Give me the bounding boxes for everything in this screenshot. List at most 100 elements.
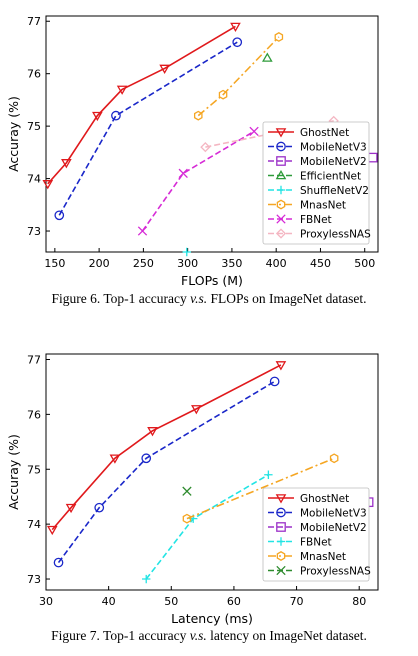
- fig7-legend-label-mnasnet: MnasNet: [300, 551, 346, 563]
- fig6-point-mobilenetv3: [54, 210, 65, 221]
- fig6-x-axis-label: FLOPs (M): [181, 273, 243, 288]
- fig7-legend-marker-mnasnet: [276, 551, 286, 561]
- fig7-y-axis-label: Accuray (%): [6, 434, 21, 510]
- fig7-series-fbnet: [142, 470, 273, 584]
- fig6-x-tick-label: 450: [310, 257, 331, 270]
- fig6-y-axis-label: Accuray (%): [6, 96, 21, 172]
- fig6-legend-label-mobilenetv3: MobileNetV3: [300, 142, 367, 154]
- fig7-point-ghostnet: [147, 427, 158, 437]
- fig6-legend-label-fbnet: FBNet: [300, 214, 332, 226]
- fig6-point-mobilenetv2: [367, 152, 378, 163]
- fig7-legend-marker-ghostnet: [275, 494, 287, 504]
- fig7-x-axis-label: Latency (ms): [171, 611, 253, 626]
- fig6-x-tick-label: 150: [44, 257, 65, 270]
- fig7-point-mnasnet: [182, 513, 192, 524]
- fig7-legend-label-mobilenetv2: MobileNetV2: [300, 522, 367, 534]
- figure-6-chart: 150 200 250 300 350 400 450 500 73 74 75 76 77 FLOPs …: [6, 15, 379, 288]
- fig6-point-ghostnet: [92, 111, 103, 122]
- fig7-legend-marker-mobilenetv2: [276, 522, 286, 532]
- fig6-point-shufflenetv2: [182, 247, 191, 257]
- fig6-legend-marker-ghostnet: [275, 128, 287, 138]
- fig6-x-tick-label: 500: [354, 257, 375, 270]
- fig7-series-mobilenetv3: [53, 376, 280, 568]
- fig7-y-tick-label: 74: [27, 518, 41, 531]
- fig7-line-fbnet: [145, 474, 269, 580]
- fig7-y-tick-label: 77: [27, 353, 41, 366]
- fig7-x-tick-label: 50: [164, 595, 178, 608]
- fig6-series-mobilenetv2: [367, 152, 378, 163]
- fig7-x-tick-label: 80: [352, 595, 366, 608]
- fig6-line-fbnet: [141, 130, 255, 232]
- fig6-point-proxylessnas: [200, 141, 211, 153]
- fig7-point-fbnet: [142, 574, 151, 584]
- fig7-legend: GhostNet MobileNetV3 MobileNetV2 FBNet MnasN…: [262, 487, 371, 582]
- fig7-legend-label-mobilenetv3: MobileNetV3: [300, 508, 367, 520]
- fig7-point-ghostnet: [191, 405, 202, 415]
- fig6-point-fbnet: [178, 168, 188, 178]
- fig6-y-tick-label: 74: [27, 173, 41, 186]
- fig7-point-mobilenetv3: [94, 502, 105, 513]
- fig6-x-tick-label: 250: [133, 257, 154, 270]
- fig6-line-ghostnet: [47, 25, 236, 185]
- fig7-point-mobilenetv3: [141, 453, 152, 464]
- fig6-legend-label-proxylessnas: ProxylessNAS: [300, 229, 371, 241]
- fig6-series-fbnet: [137, 126, 259, 236]
- fig7-y-tick-label: 76: [27, 408, 41, 421]
- fig7-x-tick-label: 70: [290, 595, 304, 608]
- fig7-y-tick-label: 75: [27, 463, 41, 476]
- figure-7-caption: Figure 7. Top-1 accuracy v.s. latency on…: [51, 628, 367, 643]
- fig6-legend-marker-shufflenetv2: [276, 185, 286, 195]
- fig6-point-efficientnet: [262, 52, 273, 62]
- fig6-point-fbnet: [249, 126, 259, 137]
- fig6-legend-marker-mobilenetv3: [276, 141, 286, 152]
- figure-6-caption: Figure 6. Top-1 accuracy v.s. FLOPs on I…: [51, 291, 367, 306]
- fig6-point-ghostnet: [230, 22, 241, 32]
- fig6-point-mnasnet: [274, 32, 284, 42]
- fig7-line-mnasnet: [186, 457, 335, 520]
- fig6-legend: GhostNet MobileNetV3 MobileNetV2 EfficientN…: [262, 121, 371, 245]
- fig6-legend-marker-efficientnet: [275, 169, 287, 180]
- fig7-point-mobilenetv3: [53, 557, 64, 568]
- fig7-legend-marker-mobilenetv3: [276, 507, 286, 518]
- fig6-series-shufflenetv2: [182, 247, 191, 257]
- fig6-point-mobilenetv3: [232, 37, 243, 48]
- fig6-point-mobilenetv3: [111, 110, 121, 121]
- fig6-point-fbnet: [137, 226, 148, 236]
- fig6-legend-marker-fbnet: [276, 214, 286, 224]
- fig6-plot-frame: [45, 15, 379, 253]
- fig6-legend-label-mobilenetv2: MobileNetV2: [300, 156, 367, 168]
- fig6-x-tick-label: 300: [177, 257, 198, 270]
- fig7-line-mobilenetv3: [57, 380, 276, 564]
- fig6-point-ghostnet: [42, 180, 54, 190]
- fig7-point-fbnet: [264, 470, 273, 479]
- fig7-point-mobilenetv3: [269, 376, 280, 387]
- fig6-point-ghostnet: [116, 85, 128, 95]
- fig6-point-ghostnet: [159, 64, 170, 74]
- fig6-legend-box: [262, 121, 370, 245]
- fig6-y-tick-label: 75: [27, 120, 41, 133]
- fig7-x-tick-label: 30: [39, 595, 53, 608]
- fig6-x-tick-label: 200: [89, 257, 110, 270]
- fig7-point-ghostnet: [65, 503, 77, 514]
- fig7-series-proxylessnas: [182, 486, 192, 496]
- fig7-x-tick-label: 60: [227, 595, 241, 608]
- fig6-y-tick-label: 76: [27, 68, 41, 81]
- fig7-legend-box: [262, 487, 370, 582]
- fig6-legend-marker-proxylessnas: [275, 228, 287, 239]
- fig7-series-mnasnet: [182, 453, 339, 524]
- fig6-legend-marker-mnasnet: [276, 199, 286, 210]
- fig7-point-proxylessnas: [182, 486, 192, 496]
- fig7-point-ghostnet: [46, 525, 58, 536]
- fig6-y-tick-label: 73: [27, 225, 41, 238]
- fig7-legend-marker-proxylessnas: [276, 565, 286, 576]
- fig6-legend-label-mnasnet: MnasNet: [300, 200, 346, 212]
- fig6-line-mnasnet: [197, 36, 280, 117]
- fig7-point-ghostnet: [275, 361, 287, 371]
- fig6-point-ghostnet: [61, 159, 72, 169]
- fig7-line-ghostnet: [51, 364, 282, 531]
- fig6-x-tick-label: 350: [221, 257, 242, 270]
- fig6-x-tick-label: 400: [266, 257, 287, 270]
- fig6-point-mnasnet: [218, 89, 228, 100]
- fig7-point-mnasnet: [329, 453, 339, 464]
- fig6-series-ghostnet: [42, 22, 241, 190]
